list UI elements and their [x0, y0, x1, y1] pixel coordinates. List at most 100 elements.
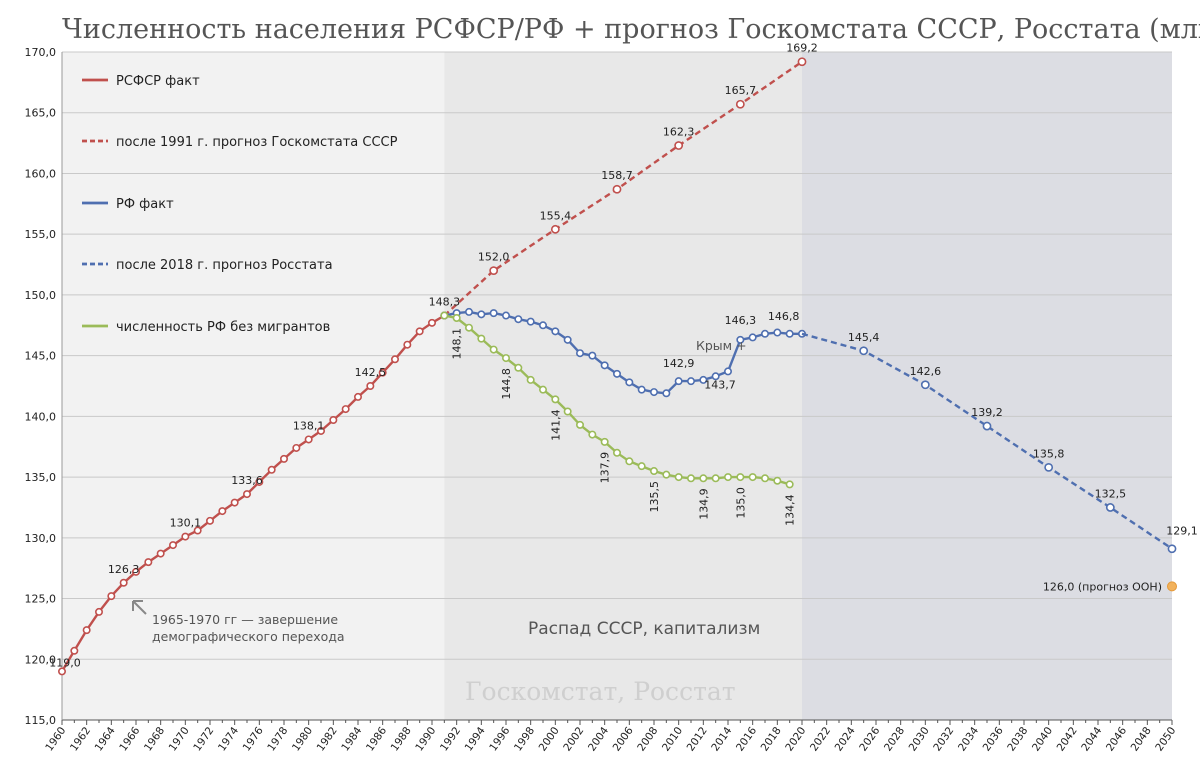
bg-region-forecast	[802, 52, 1172, 720]
data-label: 119,0	[49, 656, 81, 669]
series-marker-0	[341, 405, 350, 414]
series-marker-4	[588, 430, 597, 439]
series-marker-2	[748, 333, 757, 342]
x-tick-label: 2026	[857, 725, 882, 754]
gridlines	[62, 51, 1172, 721]
series-marker-2	[464, 307, 473, 316]
x-tick-label: 2016	[734, 725, 759, 754]
data-label: 130,1	[170, 517, 202, 530]
data-label: 135,5	[648, 481, 661, 513]
data-label: 139,2	[971, 406, 1003, 419]
x-tick-label: 1974	[216, 725, 241, 754]
series-marker-4	[477, 334, 486, 343]
data-label: 165,7	[725, 84, 757, 97]
series-marker-2	[649, 388, 658, 397]
y-tick-label: 125,0	[25, 593, 57, 606]
legend-label-4: численность РФ без мигрантов	[116, 320, 330, 335]
x-tick-label: 2024	[833, 725, 858, 754]
x-tick-label: 2050	[1153, 725, 1178, 754]
series-marker-0	[267, 465, 276, 474]
x-tick-label: 1990	[413, 725, 438, 754]
x-tick-label: 1972	[191, 725, 216, 754]
series-marker-2	[785, 329, 794, 338]
series-marker-0	[243, 490, 252, 499]
x-tick-label: 2042	[1055, 725, 1080, 754]
series-marker-1	[550, 224, 560, 234]
data-label: 148,3	[429, 296, 461, 309]
series-marker-4	[699, 474, 708, 483]
data-label: 146,3	[725, 314, 757, 327]
series-marker-4	[514, 363, 523, 372]
x-tick-label: 2044	[1079, 725, 1104, 754]
x-tick-label: 2040	[1030, 725, 1055, 754]
series-marker-3	[982, 421, 992, 431]
data-label: 155,4	[540, 209, 572, 222]
series-marker-2	[625, 378, 634, 387]
series-marker-2	[588, 351, 597, 360]
series-marker-2	[674, 377, 683, 386]
y-tick-label: 155,0	[25, 228, 57, 241]
series-marker-0	[156, 549, 165, 558]
data-label: 158,7	[601, 169, 633, 182]
x-tick-label: 2012	[685, 725, 710, 754]
series-marker-4	[551, 395, 560, 404]
series-marker-4	[440, 311, 449, 320]
series-marker-4	[662, 470, 671, 479]
x-tick-label: 2048	[1129, 725, 1154, 754]
x-tick-label: 2000	[537, 725, 562, 754]
data-label: 152,0	[478, 251, 510, 264]
series-marker-4	[600, 437, 609, 446]
data-label: 133,6	[231, 474, 263, 487]
series-marker-0	[144, 558, 153, 567]
legend-label-1: после 1991 г. прогноз Госкомстата СССР	[116, 135, 398, 150]
x-tick-label: 2036	[981, 725, 1006, 754]
series-marker-2	[736, 335, 745, 344]
series-marker-4	[760, 474, 769, 483]
data-labels: 119,0 126,3 130,1 133,6 138,1 142,5 148,3 152,0…	[49, 42, 1198, 670]
un-forecast-marker	[1167, 581, 1177, 592]
series-marker-2	[637, 385, 646, 394]
series-marker-2	[501, 311, 510, 320]
series-marker-4	[785, 480, 794, 489]
series-marker-4	[748, 473, 757, 482]
series-marker-4	[649, 467, 658, 476]
data-label: 142,9	[663, 357, 695, 370]
series-marker-0	[403, 340, 412, 349]
data-label: 126,3	[108, 563, 140, 576]
series-marker-0	[415, 327, 424, 336]
data-label: 134,4	[784, 494, 797, 526]
legend: РСФСР факт после 1991 г. прогноз Госкомст…	[82, 74, 398, 335]
x-tick-label: 2010	[660, 725, 685, 754]
series-marker-2	[686, 377, 695, 386]
series-marker-4	[452, 313, 461, 322]
x-tick-label: 1988	[389, 725, 414, 754]
y-tick-label: 150,0	[25, 289, 57, 302]
x-tick-label: 1998	[512, 725, 537, 754]
transition-arrow-icon	[132, 600, 147, 615]
series-marker-0	[353, 392, 362, 401]
legend-label-3: после 2018 г. прогноз Росстата	[116, 258, 333, 273]
series-marker-0	[390, 355, 399, 364]
series-marker-2	[575, 349, 584, 358]
data-label: 132,5	[1095, 487, 1127, 500]
series-marker-0	[169, 541, 178, 550]
data-label: 162,3	[663, 126, 695, 139]
y-tick-label: 165,0	[25, 107, 57, 120]
x-tick-label: 2006	[611, 725, 636, 754]
x-tick-label: 1992	[438, 725, 463, 754]
x-tick-label: 1986	[364, 725, 389, 754]
series-marker-0	[366, 381, 375, 390]
transition-annotation-line1: 1965-1970 гг — завершение	[152, 612, 338, 627]
un-forecast-label: 126,0 (прогноз ООН)	[1043, 580, 1162, 593]
x-tick-label: 2038	[1005, 725, 1030, 754]
x-tick-label: 1966	[117, 725, 142, 754]
x-tick-label: 1980	[290, 725, 315, 754]
data-label: 143,7	[704, 378, 736, 391]
x-tick-label: 2022	[808, 725, 833, 754]
data-label: 134,9	[697, 488, 710, 519]
series-marker-4	[464, 323, 473, 332]
series-marker-1	[797, 57, 807, 67]
x-tick-label: 1984	[339, 725, 364, 754]
series-marker-0	[255, 477, 264, 486]
series-marker-2	[699, 375, 708, 384]
